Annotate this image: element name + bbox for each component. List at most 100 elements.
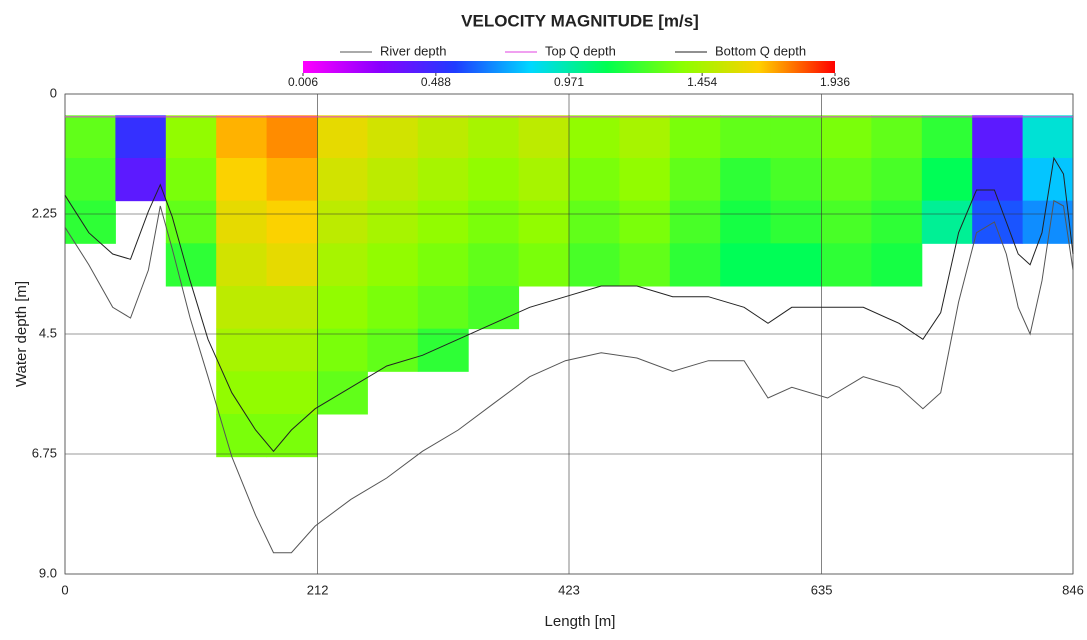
- heatmap-cell: [165, 243, 217, 287]
- y-tick-label: 2.25: [32, 205, 57, 220]
- y-axis-label: Water depth [m]: [13, 281, 30, 387]
- y-tick-label: 9.0: [39, 565, 57, 580]
- heatmap-cell: [367, 286, 419, 330]
- chart-title: VELOCITY MAGNITUDE [m/s]: [461, 11, 699, 30]
- y-tick-label: 6.75: [32, 445, 57, 460]
- heatmap-cell: [972, 200, 1024, 244]
- depth-line: [64, 199, 1074, 554]
- heatmap-cell: [367, 328, 419, 372]
- y-tick-label: 0: [50, 85, 57, 100]
- heatmap-cell: [65, 158, 116, 202]
- heatmap-cell: [720, 115, 772, 159]
- heatmap-cell: [216, 115, 268, 159]
- y-tick-label: 4.5: [39, 325, 57, 340]
- heatmap-cell: [317, 158, 368, 202]
- heatmap-cell: [417, 200, 469, 244]
- heatmap-cell: [165, 200, 217, 244]
- heatmap-cell: [619, 115, 671, 159]
- heatmap-cell: [871, 200, 923, 244]
- heatmap-cell: [871, 115, 923, 159]
- heatmap-cell: [720, 200, 772, 244]
- heatmap-cell: [518, 200, 570, 244]
- heatmap-cell: [468, 243, 520, 287]
- heatmap-cell: [669, 200, 721, 244]
- heatmap-cell: [720, 243, 772, 287]
- heatmap-cell: [417, 243, 469, 287]
- heatmap-cell: [770, 200, 822, 244]
- heatmap-cell: [65, 115, 116, 159]
- heatmap-cell: [468, 115, 520, 159]
- heatmap-cell: [266, 200, 318, 244]
- legend-label: Top Q depth: [545, 43, 616, 58]
- heatmap-cell: [569, 115, 620, 159]
- heatmap-cell: [821, 243, 872, 287]
- heatmap-cell: [821, 200, 872, 244]
- heatmap-cell: [468, 286, 520, 330]
- heatmap-cell: [417, 115, 469, 159]
- heatmap-cell: [165, 158, 217, 202]
- heatmap-cell: [669, 158, 721, 202]
- heatmap-cell: [821, 158, 872, 202]
- heatmap-cell: [619, 200, 671, 244]
- heatmap-cell: [216, 414, 268, 458]
- heatmap-cell: [569, 200, 620, 244]
- colorbar: [303, 61, 835, 73]
- x-tick-label: 423: [558, 582, 580, 597]
- heatmap-cell: [417, 286, 469, 330]
- colorbar-tick-label: 0.488: [421, 75, 451, 89]
- heatmap-cell: [770, 158, 822, 202]
- colorbar-tick-label: 0.971: [554, 75, 584, 89]
- heatmap-cell: [266, 243, 318, 287]
- heatmap-cell: [720, 158, 772, 202]
- heatmap-cell: [417, 328, 469, 372]
- heatmap-cell: [921, 115, 973, 159]
- heatmap-cell: [367, 158, 419, 202]
- heatmap-cell: [619, 158, 671, 202]
- x-tick-label: 212: [307, 582, 329, 597]
- heatmap-cell: [266, 371, 318, 415]
- depth-line: [64, 156, 1074, 453]
- heatmap-cell: [317, 243, 368, 287]
- heatmap-cell: [518, 158, 570, 202]
- heatmap-cell: [266, 286, 318, 330]
- heatmap-cell: [569, 158, 620, 202]
- heatmap-cell: [468, 158, 520, 202]
- heatmap-cell: [367, 115, 419, 159]
- heatmap-cell: [216, 286, 268, 330]
- heatmap-cell: [569, 243, 620, 287]
- legend-label: River depth: [380, 43, 446, 58]
- colorbar-tick-label: 1.454: [687, 75, 717, 89]
- heatmap-cell: [972, 158, 1024, 202]
- heatmap-cell: [921, 158, 973, 202]
- heatmap-cell: [417, 158, 469, 202]
- heatmap-cell: [317, 328, 368, 372]
- plot-frame: [64, 93, 1074, 575]
- heatmap-cell: [871, 243, 923, 287]
- heatmap-cell: [216, 200, 268, 244]
- x-tick-label: 0: [61, 582, 68, 597]
- heatmap-cell: [871, 158, 923, 202]
- legend-label: Bottom Q depth: [715, 43, 806, 58]
- heatmap-cell: [921, 200, 973, 244]
- heatmap-cell: [216, 328, 268, 372]
- heatmap-cell: [317, 200, 368, 244]
- heatmap-cell: [266, 158, 318, 202]
- x-tick-label: 635: [811, 582, 833, 597]
- heatmap-cell: [1022, 115, 1074, 159]
- heatmap-cell: [770, 115, 822, 159]
- heatmap-cell: [317, 115, 368, 159]
- heatmap-cell: [367, 200, 419, 244]
- heatmap-cell: [518, 243, 570, 287]
- heatmap-cell: [266, 115, 318, 159]
- heatmap-cell: [669, 243, 721, 287]
- x-axis-label: Length [m]: [545, 613, 616, 630]
- heatmap-cell: [216, 158, 268, 202]
- heatmap-cell: [165, 115, 217, 159]
- heatmap-cell: [115, 115, 167, 159]
- heatmap-cell: [518, 115, 570, 159]
- heatmap-cell: [821, 115, 872, 159]
- heatmap-cell: [266, 328, 318, 372]
- heatmap-cell: [367, 243, 419, 287]
